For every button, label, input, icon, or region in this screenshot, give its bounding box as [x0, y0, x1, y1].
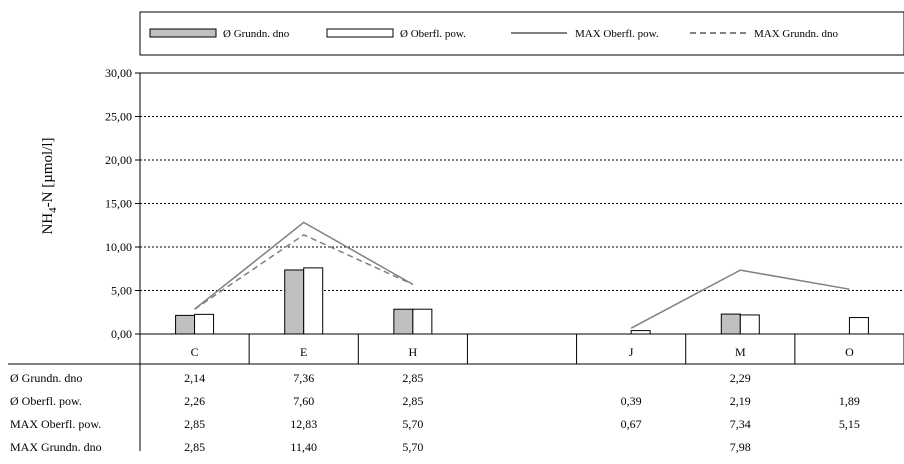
table-cell: 2,85: [184, 440, 205, 454]
legend-swatch: [149, 28, 217, 38]
table-cell: 2,19: [730, 394, 751, 408]
y-axis-title: NH4-N [µmol/l]: [40, 137, 59, 234]
legend-label: MAX Grundn. dno: [754, 28, 839, 40]
table-cell: 2,85: [402, 371, 423, 385]
bar: [848, 317, 869, 335]
table-cell: 5,70: [402, 417, 423, 431]
x-tick-label: M: [735, 345, 746, 359]
y-tick-label: 20,00: [105, 153, 132, 167]
table-cell: 7,98: [730, 440, 751, 454]
table-cell: 7,60: [293, 394, 314, 408]
table-cell: 5,70: [402, 440, 423, 454]
bar: [194, 313, 215, 335]
bar: [393, 308, 414, 335]
table-cell: 2,14: [184, 371, 205, 385]
table-cell: 7,36: [293, 371, 314, 385]
table-cell: 2,85: [402, 394, 423, 408]
x-tick-label: J: [629, 345, 634, 359]
table-cell: 5,15: [839, 417, 860, 431]
legend-box: [139, 11, 904, 56]
x-tick-label: H: [409, 345, 418, 359]
bar: [739, 314, 760, 335]
x-tick-label: E: [300, 345, 307, 359]
table-row-header: MAX Grundn. dno: [10, 440, 102, 454]
y-axis-title-part: NH: [40, 213, 56, 235]
legend-label: Ø Grundn. dno: [223, 28, 290, 40]
y-tick-label: 10,00: [105, 240, 132, 254]
series-line: [194, 233, 414, 310]
table-cell: 7,34: [730, 417, 751, 431]
series-line: [630, 269, 850, 329]
x-tick-label: C: [191, 345, 199, 359]
y-tick-label: 15,00: [105, 197, 132, 211]
y-axis-title-subscript: 4: [47, 207, 59, 213]
table-cell: 0,39: [621, 394, 642, 408]
y-tick-label: 30,00: [105, 66, 132, 80]
x-tick-label: O: [845, 345, 854, 359]
table-row-header: Ø Oberfl. pow.: [10, 394, 82, 408]
bar: [303, 267, 324, 335]
table-cell: 2,29: [730, 371, 751, 385]
legend-label: MAX Oberfl. pow.: [575, 28, 659, 40]
bar: [175, 314, 196, 335]
bar: [720, 313, 741, 335]
y-tick-label: 5,00: [111, 284, 132, 298]
y-axis-title-part: -N [µmol/l]: [40, 137, 56, 207]
table-row-header: Ø Grundn. dno: [10, 371, 82, 385]
legend-label: Ø Oberfl. pow.: [400, 28, 466, 40]
legend-swatch: [326, 28, 394, 38]
table-cell: 2,85: [184, 417, 205, 431]
bar: [284, 269, 305, 335]
series-line: [194, 221, 414, 310]
bar: [412, 308, 433, 335]
bar: [630, 330, 651, 335]
table-cell: 1,89: [839, 394, 860, 408]
table-cell: 2,26: [184, 394, 205, 408]
y-tick-label: 25,00: [105, 110, 132, 124]
table-cell: 11,40: [290, 440, 317, 454]
table-cell: 0,67: [621, 417, 642, 431]
table-cell: 12,83: [290, 417, 317, 431]
table-row-header: MAX Oberfl. pow.: [10, 417, 101, 431]
y-tick-label: 0,00: [111, 327, 132, 341]
